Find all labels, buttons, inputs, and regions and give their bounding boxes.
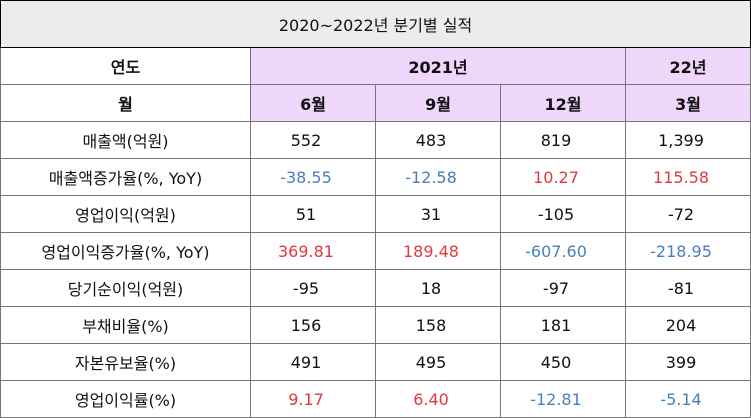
- cell-value: 181: [500, 306, 626, 344]
- cell-value: -72: [624, 195, 751, 233]
- table-row: 매출액(억원) 552 483 819 1,399: [0, 121, 751, 159]
- cell-value: -12.58: [375, 158, 501, 196]
- row-label: 당기순이익(억원): [0, 269, 251, 307]
- table-row: 부채비율(%) 156 158 181 204: [0, 306, 751, 344]
- cell-value: -218.95: [624, 232, 751, 270]
- cell-value: 495: [375, 343, 501, 381]
- cell-value: 158: [375, 306, 501, 344]
- month-header-jun: 6월: [250, 84, 376, 122]
- cell-value: 18: [375, 269, 501, 307]
- month-header-mar: 3월: [624, 84, 751, 122]
- year-label: 연도: [0, 47, 251, 85]
- table-body: 매출액(억원) 552 483 819 1,399 매출액증가율(%, YoY)…: [0, 121, 751, 418]
- title-row: 2020~2022년 분기별 실적: [0, 0, 751, 48]
- table-row: 자본유보율(%) 491 495 450 399: [0, 343, 751, 381]
- cell-value: -38.55: [250, 158, 376, 196]
- cell-value: 189.48: [375, 232, 501, 270]
- cell-value: 51: [250, 195, 376, 233]
- row-label: 매출액(억원): [0, 121, 251, 159]
- table-row: 당기순이익(억원) -95 18 -97 -81: [0, 269, 751, 307]
- cell-value: 450: [500, 343, 626, 381]
- row-label: 영업이익증가율(%, YoY): [0, 232, 251, 270]
- cell-value: 156: [250, 306, 376, 344]
- month-header-sep: 9월: [375, 84, 501, 122]
- month-header-dec: 12월: [500, 84, 626, 122]
- cell-value: 552: [250, 121, 376, 159]
- cell-value: 31: [375, 195, 501, 233]
- cell-value: 483: [375, 121, 501, 159]
- table-row: 매출액증가율(%, YoY) -38.55 -12.58 10.27 115.5…: [0, 158, 751, 196]
- cell-value: -607.60: [500, 232, 626, 270]
- cell-value: 115.58: [624, 158, 751, 196]
- row-label: 부채비율(%): [0, 306, 251, 344]
- row-label: 매출액증가율(%, YoY): [0, 158, 251, 196]
- cell-value: 819: [500, 121, 626, 159]
- cell-value: 10.27: [500, 158, 626, 196]
- year-header-row: 연도 2021년 22년: [0, 47, 751, 85]
- table-title: 2020~2022년 분기별 실적: [0, 0, 751, 48]
- cell-value: -95: [250, 269, 376, 307]
- row-label: 자본유보율(%): [0, 343, 251, 381]
- cell-value: -81: [624, 269, 751, 307]
- cell-value: -105: [500, 195, 626, 233]
- year-22-header: 22년: [624, 47, 751, 85]
- cell-value: 399: [624, 343, 751, 381]
- month-label: 월: [0, 84, 251, 122]
- cell-value: 204: [624, 306, 751, 344]
- cell-value: -97: [500, 269, 626, 307]
- cell-value: 369.81: [250, 232, 376, 270]
- table-row: 영업이익(억원) 51 31 -105 -72: [0, 195, 751, 233]
- cell-value: 1,399: [624, 121, 751, 159]
- month-header-row: 월 6월 9월 12월 3월: [0, 84, 751, 122]
- row-label: 영업이익(억원): [0, 195, 251, 233]
- table-row: 영업이익증가율(%, YoY) 369.81 189.48 -607.60 -2…: [0, 232, 751, 270]
- cell-value: 491: [250, 343, 376, 381]
- year-2021-header: 2021년: [250, 47, 626, 85]
